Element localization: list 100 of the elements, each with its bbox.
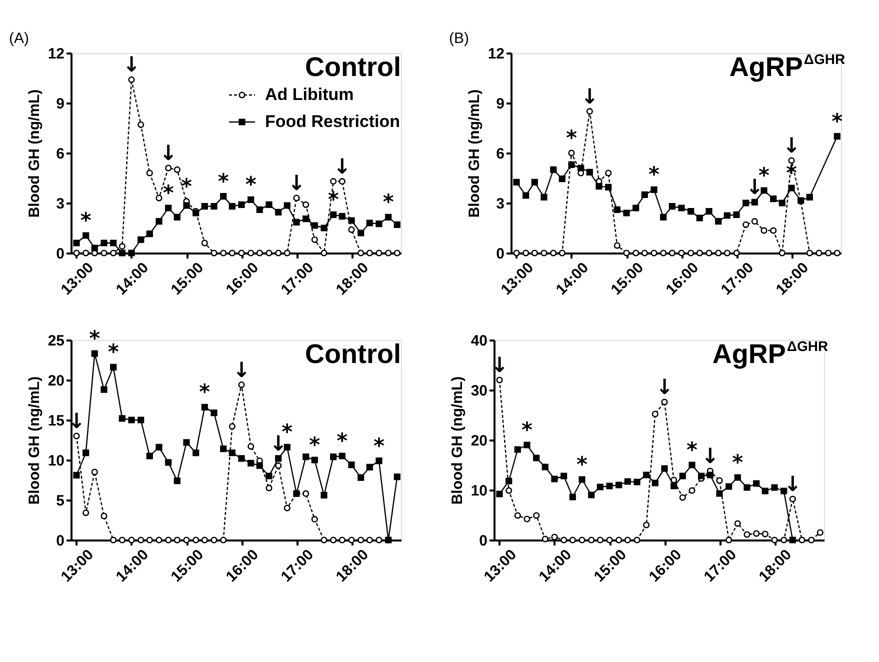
point: [385, 250, 392, 256]
annotation: ↓: [288, 171, 306, 195]
point: [73, 250, 80, 256]
point: [558, 176, 566, 182]
point: [652, 410, 658, 418]
point: [760, 187, 768, 194]
point: [220, 193, 227, 200]
point: [82, 250, 90, 256]
point: [275, 462, 282, 469]
annotation: *: [218, 169, 229, 194]
annotation: *: [576, 452, 588, 476]
point: [238, 455, 245, 462]
point: [146, 170, 153, 176]
point: [91, 350, 98, 357]
point: [228, 250, 236, 256]
point: [82, 510, 90, 516]
point: [210, 203, 218, 210]
point: [220, 536, 227, 544]
point: [165, 536, 172, 544]
point: [586, 168, 593, 176]
annotation: ↓: [580, 84, 598, 108]
point: [696, 214, 703, 222]
point: [643, 472, 650, 478]
point: [228, 203, 236, 210]
annotation: *: [832, 109, 843, 134]
point: [82, 232, 90, 239]
point: [569, 536, 576, 544]
annotation: *: [181, 174, 192, 198]
y-tick-label: 20: [470, 432, 488, 450]
point: [806, 250, 813, 256]
annotation: ↓: [782, 134, 800, 158]
point: [330, 536, 337, 544]
point: [706, 208, 712, 215]
point: [394, 221, 400, 228]
annotation: *: [282, 420, 293, 444]
point: [100, 386, 108, 393]
point: [311, 456, 318, 464]
point: [284, 202, 290, 209]
point: [606, 536, 613, 544]
point: [641, 191, 648, 198]
y-tick-label: 0: [56, 532, 64, 550]
chart-title: Control: [305, 52, 401, 82]
y-tick-label: 30: [470, 382, 488, 400]
point: [679, 472, 686, 480]
point: [330, 454, 337, 460]
annotation: *: [89, 326, 100, 351]
point: [201, 404, 208, 410]
y-tick-label: 12: [48, 46, 64, 62]
point: [376, 250, 382, 256]
point: [91, 244, 98, 252]
y-axis-title: Blood GH (ng/mL): [448, 376, 466, 505]
annotation: *: [328, 188, 339, 212]
point: [668, 250, 676, 256]
point: [165, 459, 172, 466]
point: [524, 516, 530, 522]
point: [778, 200, 786, 206]
point: [624, 478, 631, 485]
point: [734, 474, 741, 481]
point: [183, 439, 190, 446]
point: [165, 164, 172, 172]
point: [138, 416, 144, 424]
point: [706, 250, 712, 256]
point: [293, 194, 300, 202]
point: [568, 150, 575, 156]
text: (A): [9, 30, 29, 47]
y-tick-label: 40: [470, 332, 488, 350]
point: [522, 250, 530, 256]
point: [320, 250, 328, 256]
point: [302, 454, 310, 460]
point: [201, 536, 208, 544]
point: [228, 450, 236, 456]
point: [688, 208, 694, 215]
point: [266, 484, 272, 492]
point: [641, 250, 648, 256]
point: [542, 464, 548, 470]
point: [678, 204, 685, 212]
point: [614, 206, 620, 213]
point: [284, 504, 290, 512]
point: [560, 472, 568, 480]
point: [531, 250, 538, 256]
point: [73, 472, 80, 478]
point: [753, 480, 760, 487]
point: [605, 184, 612, 190]
point: [376, 536, 382, 544]
point: [110, 536, 117, 544]
point: [733, 250, 740, 256]
point: [91, 468, 98, 476]
point: [73, 240, 80, 246]
point: [551, 476, 558, 482]
point: [156, 218, 162, 225]
text: (B): [449, 30, 469, 47]
y-tick-label: 25: [48, 332, 64, 350]
point: [551, 534, 558, 540]
y-tick-label: 10: [470, 482, 488, 500]
y-tick-label: 3: [496, 196, 504, 212]
point: [320, 224, 328, 232]
point: [606, 482, 613, 490]
point: [348, 462, 355, 468]
point: [634, 536, 640, 544]
point: [742, 221, 750, 228]
